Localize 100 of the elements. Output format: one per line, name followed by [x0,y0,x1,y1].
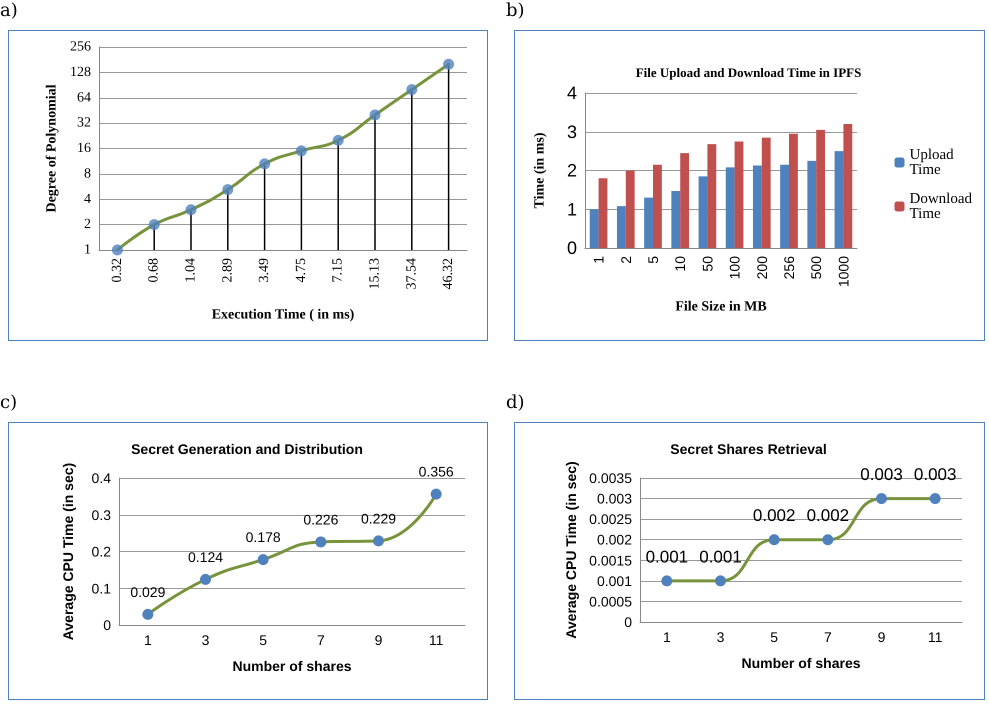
data-label: 0.178 [246,529,281,546]
x-tick-label: 37.54 [404,258,420,290]
y-tick-label: 0.3 [92,506,112,523]
y-tick-label: 3 [566,122,577,142]
x-tick-label: 9 [878,629,886,645]
y-tick-label: 2 [84,217,91,232]
point [200,574,211,585]
data-label: 0.124 [188,548,224,565]
x-tick-label: 1.04 [184,258,198,282]
x-tick-label: 5 [770,629,778,645]
legend-label: Download Time [910,191,972,222]
y-tick-label: 8 [84,166,91,182]
x-tick-label: 9 [374,632,383,648]
chart-title: File Upload and Download Time in IPFS [636,65,862,80]
x-tick-label: 500 [808,256,824,280]
x-tick-label: 1000 [835,256,852,288]
bar [762,138,771,248]
point [186,204,196,216]
point [259,158,270,170]
y-tick-label: 16 [77,141,91,156]
bar [598,178,608,248]
y-tick-label: 0.0005 [589,593,632,610]
x-tick-label: 15.13 [368,258,382,290]
y-tick-label: 256 [70,40,91,54]
text: d) [506,392,525,413]
point [373,535,384,546]
bar [734,141,744,248]
point [296,145,307,156]
bar [653,164,662,248]
point [315,536,326,548]
data-label: 0.229 [360,510,396,526]
y-tick-label: 0.1 [92,580,112,596]
x-tick-label: 3.49 [257,258,272,282]
y-tick-label: 0.001 [596,572,632,589]
x-tick-label: 100 [726,256,743,280]
data-label: 0.002 [806,506,850,526]
x-tick-label: 1 [662,629,671,645]
x-tick-label: 256 [781,256,797,280]
x-tick-label: 7.15 [330,258,346,282]
y-tick-label: 0.2 [92,544,112,560]
point [142,608,154,620]
y-tick-label: 0.002 [596,532,632,548]
bar [707,144,716,248]
bar [780,164,789,248]
y-tick-label: 1 [566,199,577,220]
point [258,554,269,566]
point [930,493,941,504]
x-tick-label: 3 [202,632,210,648]
bar [671,191,680,248]
y-tick-label: 128 [70,64,91,80]
x-tick-label: 4.75 [294,258,309,282]
point [222,184,234,196]
bar [752,165,762,248]
point [443,58,454,70]
y-tick-label: 0 [103,617,112,633]
x-tick-label: 46.32 [441,258,456,290]
data-label: 0.003 [914,465,956,484]
bar [834,151,844,248]
y-tick-label: 0.003 [596,490,632,507]
y-axis-title: Average CPU Time (in sec) [563,461,579,639]
point [822,534,834,546]
bar [843,124,852,248]
y-axis-title: Time (in ms) [532,132,548,208]
point [112,244,123,256]
legend-label: Upload Time [910,147,954,178]
point [332,134,344,146]
bar [807,160,816,248]
point [661,575,672,586]
point [430,488,442,500]
bar [616,206,626,248]
y-axis-title: Average CPU Time (in sec) [60,462,76,640]
x-axis-title: File Size in MB [675,300,767,314]
data-label: 0.226 [303,511,339,528]
y-tick-label: 0 [566,238,577,258]
x-tick-label: 10 [672,256,688,272]
y-tick-label: 2 [566,160,577,180]
chart-title: Secret Shares Retrieval [670,441,827,457]
y-axis-title: Degree of Polynomial [44,84,60,213]
y-tick-label: 4 [84,192,91,207]
text: c) [0,392,18,413]
y-tick-label: 0 [624,614,632,630]
x-axis-title: Execution Time ( in ms) [212,308,355,322]
data-label: 0.003 [860,465,903,484]
x-tick-label: 200 [754,256,770,280]
point [876,493,887,504]
y-tick-label: 0.4 [92,470,112,486]
text: a) [0,0,18,21]
bar [698,176,708,248]
x-tick-label: 0.32 [110,258,125,282]
x-axis-title: Number of shares [741,655,861,671]
x-tick-label: 5 [645,256,661,264]
bar [680,153,690,248]
bar [644,198,653,248]
x-tick-label: 50 [699,256,716,272]
x-tick-label: 7 [316,632,325,648]
data-label: 0.001 [646,547,688,566]
x-tick-label: 11 [928,629,943,645]
data-label: 0.356 [418,464,454,480]
y-tick-label: 64 [77,90,91,106]
point [370,109,380,120]
